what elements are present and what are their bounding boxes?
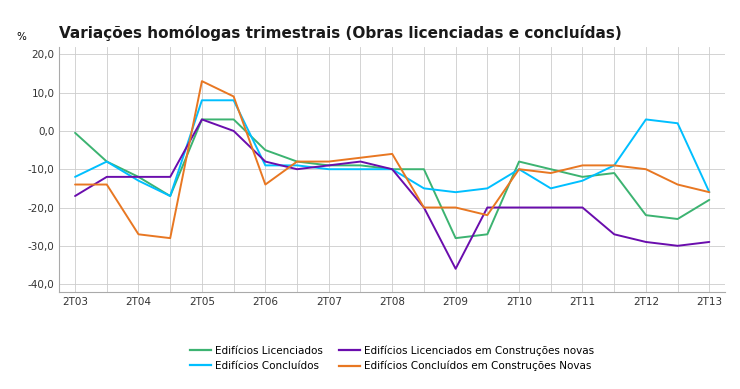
Legend: Edifícios Licenciados, Edifícios Concluídos, Edifícios Licenciados em Construçõe: Edifícios Licenciados, Edifícios Concluí… xyxy=(186,341,598,376)
Text: %: % xyxy=(16,32,26,42)
Text: Variações homólogas trimestrais (Obras licenciadas e concluídas): Variações homólogas trimestrais (Obras l… xyxy=(59,25,622,41)
